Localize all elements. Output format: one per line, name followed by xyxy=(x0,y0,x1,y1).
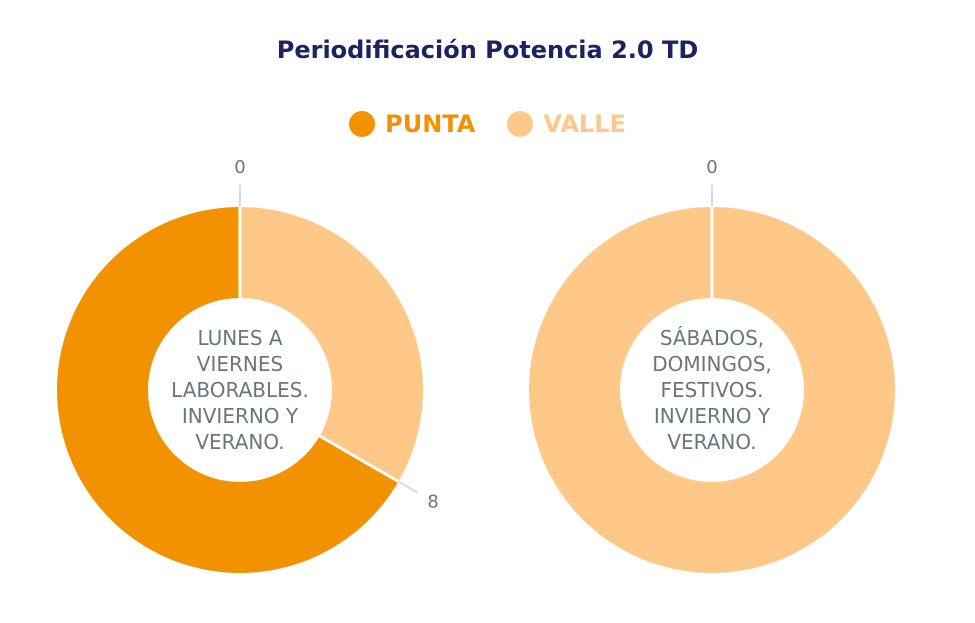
center-label-line: LABORABLES. xyxy=(171,378,309,402)
tick-leader xyxy=(397,480,419,494)
center-label-line: VIERNES xyxy=(197,352,283,376)
tick-label: 8 xyxy=(427,492,438,513)
legend-swatch-punta xyxy=(349,111,376,137)
chart-title: Periodificación Potencia 2.0 TD xyxy=(276,36,699,64)
slice-separator xyxy=(317,433,400,483)
center-label-line: VERANO. xyxy=(195,430,284,454)
center-label-line: DOMINGOS, xyxy=(652,352,772,376)
center-label-line: FESTIVOS. xyxy=(660,378,763,402)
tick-label: 0 xyxy=(234,157,245,178)
center-label-line: INVIERNO Y xyxy=(182,404,299,428)
center-label-line: SÁBADOS, xyxy=(660,326,764,350)
donut-hole xyxy=(620,298,804,482)
legend-item-punta[interactable]: PUNTA xyxy=(349,110,475,138)
center-label-line: VERANO. xyxy=(667,430,756,454)
legend-swatch-valle xyxy=(507,111,534,137)
legend-label-valle: VALLE xyxy=(543,110,626,138)
donut-hole xyxy=(148,298,332,482)
center-label-line: LUNES A xyxy=(197,326,282,350)
center-label-line: INVIERNO Y xyxy=(654,404,771,428)
tick-label: 0 xyxy=(706,157,717,178)
legend-label-punta: PUNTA xyxy=(385,110,476,138)
legend: PUNTA VALLE xyxy=(0,110,975,138)
legend-item-valle[interactable]: VALLE xyxy=(507,110,626,138)
